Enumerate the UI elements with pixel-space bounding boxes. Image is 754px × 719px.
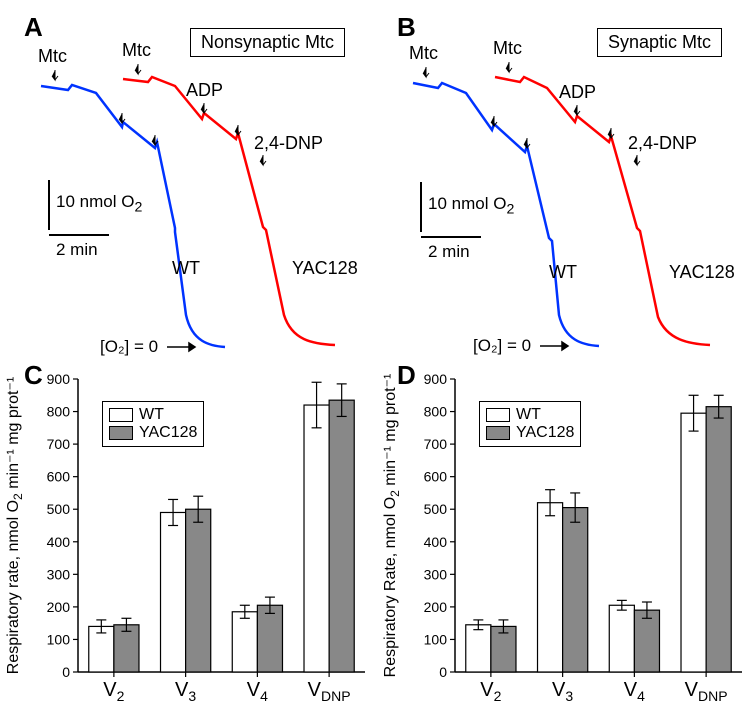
legend-label: YAC128	[139, 424, 197, 442]
dnp-label-a: 2,4-DNP	[254, 133, 323, 154]
scale-x-label-b: 2 min	[428, 242, 470, 262]
chart-c: 0 100 200 300 400 500 600 700 800 900 V2 V3 V4 VDNP Re…	[0, 357, 377, 714]
svg-text:V4: V4	[624, 679, 645, 704]
scale-x-label-a: 2 min	[56, 240, 98, 260]
panel-c: C 0100200300400500600700800900V2V3V4VDNP…	[0, 357, 377, 714]
yac-label-a: YAC128	[292, 258, 358, 279]
zero-label-a: [O₂] = 0	[100, 337, 158, 357]
legend-label: WT	[516, 406, 541, 424]
svg-text:200: 200	[47, 599, 71, 615]
svg-text:V2: V2	[480, 679, 501, 704]
arrows-b	[423, 62, 640, 165]
svg-text:900: 900	[47, 371, 71, 387]
svg-text:Respiratory Rate, nmol O2 min⁻: Respiratory Rate, nmol O2 min⁻¹ mg prot⁻…	[382, 374, 402, 678]
mtc-label-b2: Mtc	[493, 38, 522, 59]
legend-label: WT	[139, 406, 164, 424]
legend-item: WT	[109, 406, 197, 424]
svg-text:100: 100	[47, 631, 71, 647]
svg-text:VDNP: VDNP	[308, 679, 351, 704]
svg-text:600: 600	[424, 469, 448, 485]
svg-text:400: 400	[47, 534, 71, 550]
svg-text:500: 500	[47, 501, 71, 517]
svg-text:0: 0	[439, 664, 447, 680]
trace-yac-a	[123, 77, 335, 345]
legend-item: YAC128	[486, 424, 574, 442]
legend-swatch	[109, 408, 133, 422]
wt-label-a: WT	[172, 258, 200, 279]
legend-swatch	[486, 426, 510, 440]
svg-text:V3: V3	[175, 679, 196, 704]
svg-text:V4: V4	[247, 679, 268, 704]
zero-label-b: [O₂] = 0	[473, 336, 531, 356]
yac-label-b: YAC128	[669, 262, 735, 283]
svg-text:300: 300	[424, 566, 448, 582]
svg-text:600: 600	[47, 469, 71, 485]
svg-text:500: 500	[424, 501, 448, 517]
svg-text:800: 800	[424, 404, 448, 420]
panel-b: B Synaptic Mtc Mtc Mtc	[377, 0, 754, 357]
legend-item: WT	[486, 406, 574, 424]
wt-label-b: WT	[549, 262, 577, 283]
svg-text:VDNP: VDNP	[685, 679, 728, 704]
svg-text:V2: V2	[103, 679, 124, 704]
adp-label-a: ADP	[186, 80, 223, 101]
svg-text:900: 900	[424, 371, 448, 387]
trace-yac-b	[495, 77, 710, 345]
legend-swatch	[486, 408, 510, 422]
panel-a: A Nonsynaptic Mtc	[0, 0, 377, 357]
legend: WT YAC128	[102, 401, 204, 447]
svg-text:700: 700	[424, 436, 448, 452]
panel-d: D 0100200300400500600700800900V2V3V4VDNP…	[377, 357, 754, 714]
chart-d: 0 100 200 300 400 500 600 700 800 900 V2 V3 V4 VDNP Re…	[377, 357, 754, 714]
mtc-label-a1: Mtc	[38, 46, 67, 67]
svg-text:400: 400	[424, 534, 448, 550]
adp-label-b: ADP	[559, 82, 596, 103]
scale-y-label-a: 10 nmol O2	[56, 192, 142, 215]
figure: A Nonsynaptic Mtc	[0, 0, 754, 714]
svg-text:800: 800	[47, 404, 71, 420]
svg-text:0: 0	[62, 664, 70, 680]
zero-arrow-b	[540, 342, 568, 350]
legend: WT YAC128	[479, 401, 581, 447]
svg-text:V3: V3	[552, 679, 573, 704]
zero-arrow-a	[167, 343, 195, 351]
mtc-label-a2: Mtc	[122, 40, 151, 61]
legend-item: YAC128	[109, 424, 197, 442]
svg-text:300: 300	[47, 566, 71, 582]
legend-swatch	[109, 426, 133, 440]
mtc-label-b1: Mtc	[409, 43, 438, 64]
svg-text:200: 200	[424, 599, 448, 615]
dnp-label-b: 2,4-DNP	[628, 133, 697, 154]
svg-text:Respiratory rate, nmol O2 min⁻: Respiratory rate, nmol O2 min⁻¹ mg prot⁻…	[5, 377, 25, 674]
scale-y-label-b: 10 nmol O2	[428, 194, 514, 217]
svg-text:700: 700	[47, 436, 71, 452]
legend-label: YAC128	[516, 424, 574, 442]
trace-wt-a	[41, 85, 225, 347]
svg-text:100: 100	[424, 631, 448, 647]
